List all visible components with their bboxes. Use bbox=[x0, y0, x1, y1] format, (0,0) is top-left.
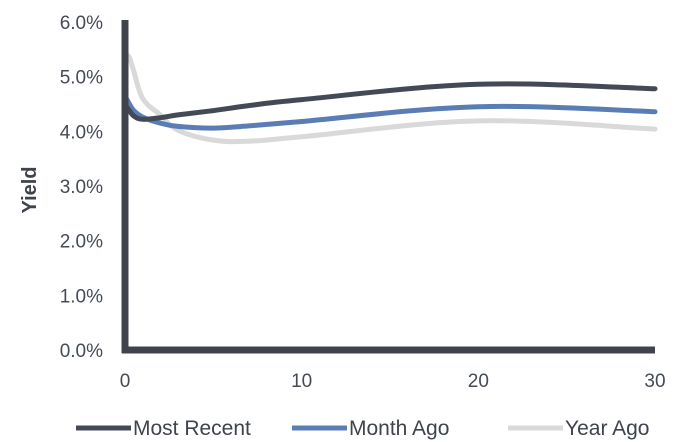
legend-label: Month Ago bbox=[349, 417, 449, 440]
x-tick-label: 0 bbox=[120, 371, 131, 392]
series-line-year-ago bbox=[123, 52, 658, 145]
y-tick-label: 5.0% bbox=[60, 68, 103, 89]
y-tick-label: 6.0% bbox=[60, 13, 103, 34]
y-tick-label: 0.0% bbox=[60, 341, 103, 362]
x-tick-label: 20 bbox=[468, 371, 489, 392]
series-line-month-ago bbox=[123, 96, 658, 131]
y-tick-label: 2.0% bbox=[60, 232, 103, 253]
series-lines bbox=[123, 52, 658, 145]
x-tick-label: 30 bbox=[644, 371, 665, 392]
x-axis-tick-labels: 0 10 20 30 bbox=[120, 371, 666, 392]
series-line-most-recent bbox=[123, 81, 658, 122]
y-axis-title: Yield bbox=[19, 166, 41, 213]
legend-label: Most Recent bbox=[133, 417, 251, 440]
y-tick-label: 3.0% bbox=[60, 177, 103, 198]
legend-label: Year Ago bbox=[565, 417, 649, 440]
legend: Most Recent Month Ago Year Ago bbox=[76, 417, 649, 440]
y-tick-label: 4.0% bbox=[60, 122, 103, 143]
y-tick-label: 1.0% bbox=[60, 286, 103, 307]
y-axis-tick-labels: 0.0% 1.0% 2.0% 3.0% 4.0% 5.0% 6.0% bbox=[60, 13, 103, 362]
x-tick-label: 10 bbox=[291, 371, 312, 392]
